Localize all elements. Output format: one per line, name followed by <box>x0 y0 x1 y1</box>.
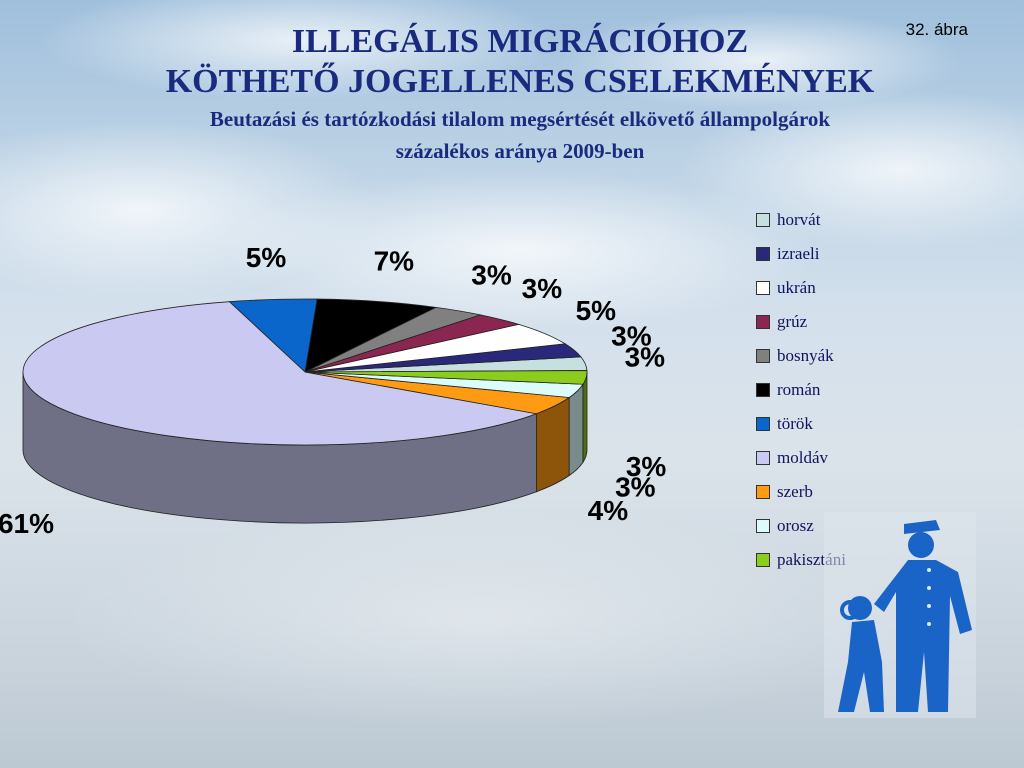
pie-sides <box>22 371 588 524</box>
legend-swatch <box>756 281 770 295</box>
pie-side-pakisztáni <box>582 371 588 464</box>
legend-swatch <box>756 349 770 363</box>
title-line-2: KÖTHETŐ JOGELLENES CSELEKMÉNYEK <box>165 63 875 100</box>
legend-swatch <box>756 519 770 533</box>
legend-label: szerb <box>777 482 813 501</box>
legend-item-6: török <box>756 407 846 441</box>
legend-label: román <box>777 380 821 399</box>
legend-label: orosz <box>777 516 814 535</box>
data-label-izraeli: 3% <box>611 321 652 352</box>
legend-item-2: ukrán <box>756 271 846 305</box>
legend-swatch <box>756 247 770 261</box>
subtitle-line-2: százalékos aránya 2009-ben <box>395 139 645 163</box>
legend-item-4: bosnyák <box>756 339 846 373</box>
pie-side-orosz <box>568 382 584 477</box>
data-label-grúz: 3% <box>522 273 563 304</box>
legend-item-1: izraeli <box>756 237 846 271</box>
legend-label: izraeli <box>777 244 820 263</box>
legend-swatch <box>756 383 770 397</box>
legend-label: bosnyák <box>777 346 834 365</box>
data-label-moldáv: 61% <box>0 508 54 539</box>
legend-swatch <box>756 213 770 227</box>
legend-item-9: orosz <box>756 509 846 543</box>
legend-swatch <box>756 417 770 431</box>
data-label-horvát: 3% <box>625 341 666 372</box>
data-label-szerb: 4% <box>588 495 629 526</box>
data-label-ukrán: 5% <box>576 295 617 326</box>
legend-label: ukrán <box>777 278 816 297</box>
subtitle-line-1: Beutazási és tartózkodási tilalom megsér… <box>209 107 831 131</box>
legend-item-8: szerb <box>756 475 846 509</box>
legend-item-7: moldáv <box>756 441 846 475</box>
legend-swatch <box>756 451 770 465</box>
legend-swatch <box>756 315 770 329</box>
slide-number: 32. ábra <box>905 20 968 39</box>
police-officer-with-detainee-icon <box>824 512 976 718</box>
legend-label: horvát <box>777 210 821 229</box>
data-label-pakisztáni: 3% <box>626 451 667 482</box>
legend-label: grúz <box>777 312 808 331</box>
legend-item-3: grúz <box>756 305 846 339</box>
title-line-1: ILLEGÁLIS MIGRÁCIÓHOZ <box>291 23 749 60</box>
legend-label: török <box>777 414 813 433</box>
data-label-orosz: 3% <box>615 472 656 503</box>
data-label-román: 7% <box>374 245 415 276</box>
legend-swatch <box>756 485 770 499</box>
title-block: ILLEGÁLIS MIGRÁCIÓHOZ KÖTHETŐ JOGELLENES… <box>60 22 980 166</box>
data-label-bosnyák: 3% <box>471 260 512 291</box>
pie-slice-román <box>304 298 438 373</box>
legend-item-5: román <box>756 373 846 407</box>
legend-swatch <box>756 553 770 567</box>
data-label-török: 5% <box>246 242 287 273</box>
legend-item-0: horvát <box>756 203 846 237</box>
legend-label: moldáv <box>777 448 828 467</box>
pie-slice-pakisztáni <box>304 370 588 385</box>
pie-slice-moldáv <box>22 301 538 446</box>
